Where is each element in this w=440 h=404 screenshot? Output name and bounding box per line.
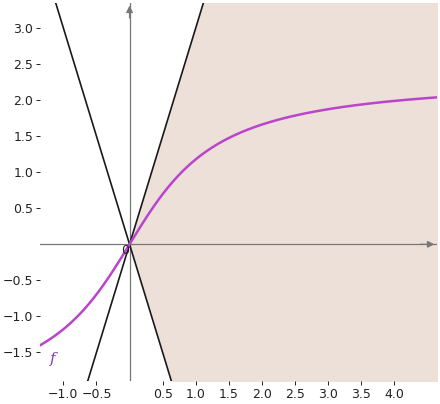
Text: 0: 0 xyxy=(121,244,129,257)
Text: f: f xyxy=(50,352,56,366)
